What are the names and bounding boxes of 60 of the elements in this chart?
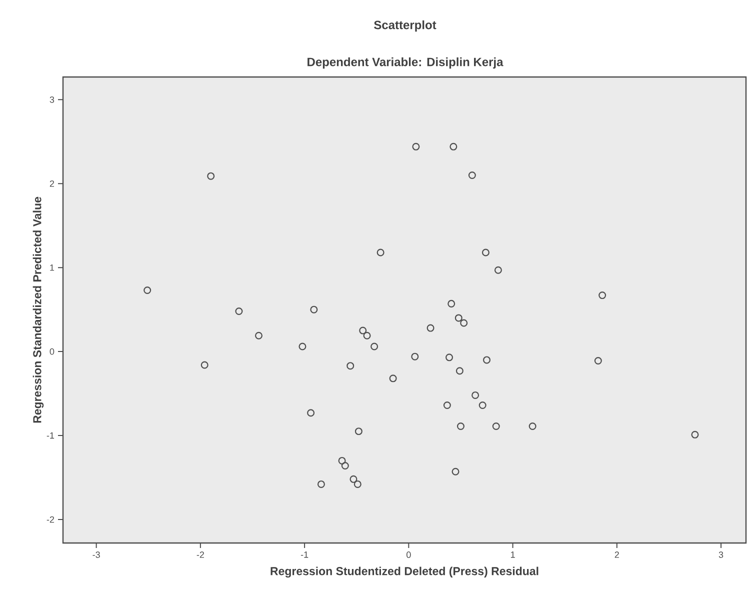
y-tick-label: -1 <box>46 432 54 439</box>
point <box>482 248 490 256</box>
point <box>426 324 434 332</box>
point <box>691 430 699 438</box>
point <box>310 306 318 314</box>
point <box>359 326 367 334</box>
x-tick-label: -1 <box>300 552 308 558</box>
x-tick-label: 1 <box>510 552 515 558</box>
point <box>389 374 397 382</box>
point <box>354 428 362 436</box>
point <box>350 475 358 483</box>
point <box>144 286 152 294</box>
point <box>411 352 419 360</box>
point <box>452 468 460 476</box>
point <box>483 356 490 364</box>
point <box>454 314 462 322</box>
point <box>456 422 464 430</box>
point <box>338 456 346 464</box>
point <box>412 142 420 150</box>
point <box>460 319 468 327</box>
point <box>443 402 451 410</box>
point <box>298 342 306 350</box>
x-tick-label: 2 <box>614 552 619 558</box>
point <box>363 332 371 340</box>
x-tick-label: -2 <box>196 552 204 558</box>
y-tick-label: 2 <box>50 180 54 187</box>
chart-subtitle: Dependent Variable: Disiplin Kerja <box>308 57 504 69</box>
point <box>494 266 502 274</box>
point <box>341 462 349 470</box>
point <box>472 391 480 399</box>
point <box>200 361 208 369</box>
x-tick-label: 0 <box>406 552 411 558</box>
chart-title: Scatterplot <box>374 20 436 32</box>
point <box>346 362 354 370</box>
point <box>446 354 454 362</box>
point <box>307 409 315 417</box>
point <box>456 367 464 375</box>
x-axis-title: Regression Studentized Deleted (Press) Residual <box>270 566 538 578</box>
point <box>317 480 325 488</box>
point <box>448 300 456 308</box>
y-tick-label: 1 <box>50 264 54 271</box>
point <box>528 422 536 430</box>
point <box>376 248 384 256</box>
point <box>478 402 486 410</box>
point <box>235 307 243 315</box>
y-tick-label: 3 <box>50 96 54 103</box>
x-tick-label: 3 <box>718 552 724 558</box>
point <box>450 142 458 150</box>
y-axis-title: Regression Standardized Predicted Value <box>32 196 44 423</box>
point <box>594 357 602 365</box>
point <box>370 342 378 350</box>
y-tick-label: 0 <box>50 348 54 355</box>
point <box>492 422 500 430</box>
point <box>254 332 262 340</box>
point <box>207 172 215 180</box>
x-tick-label: -3 <box>92 552 100 558</box>
point <box>354 480 362 488</box>
point <box>598 292 606 300</box>
y-tick-label: -2 <box>46 516 54 523</box>
point <box>468 171 476 179</box>
